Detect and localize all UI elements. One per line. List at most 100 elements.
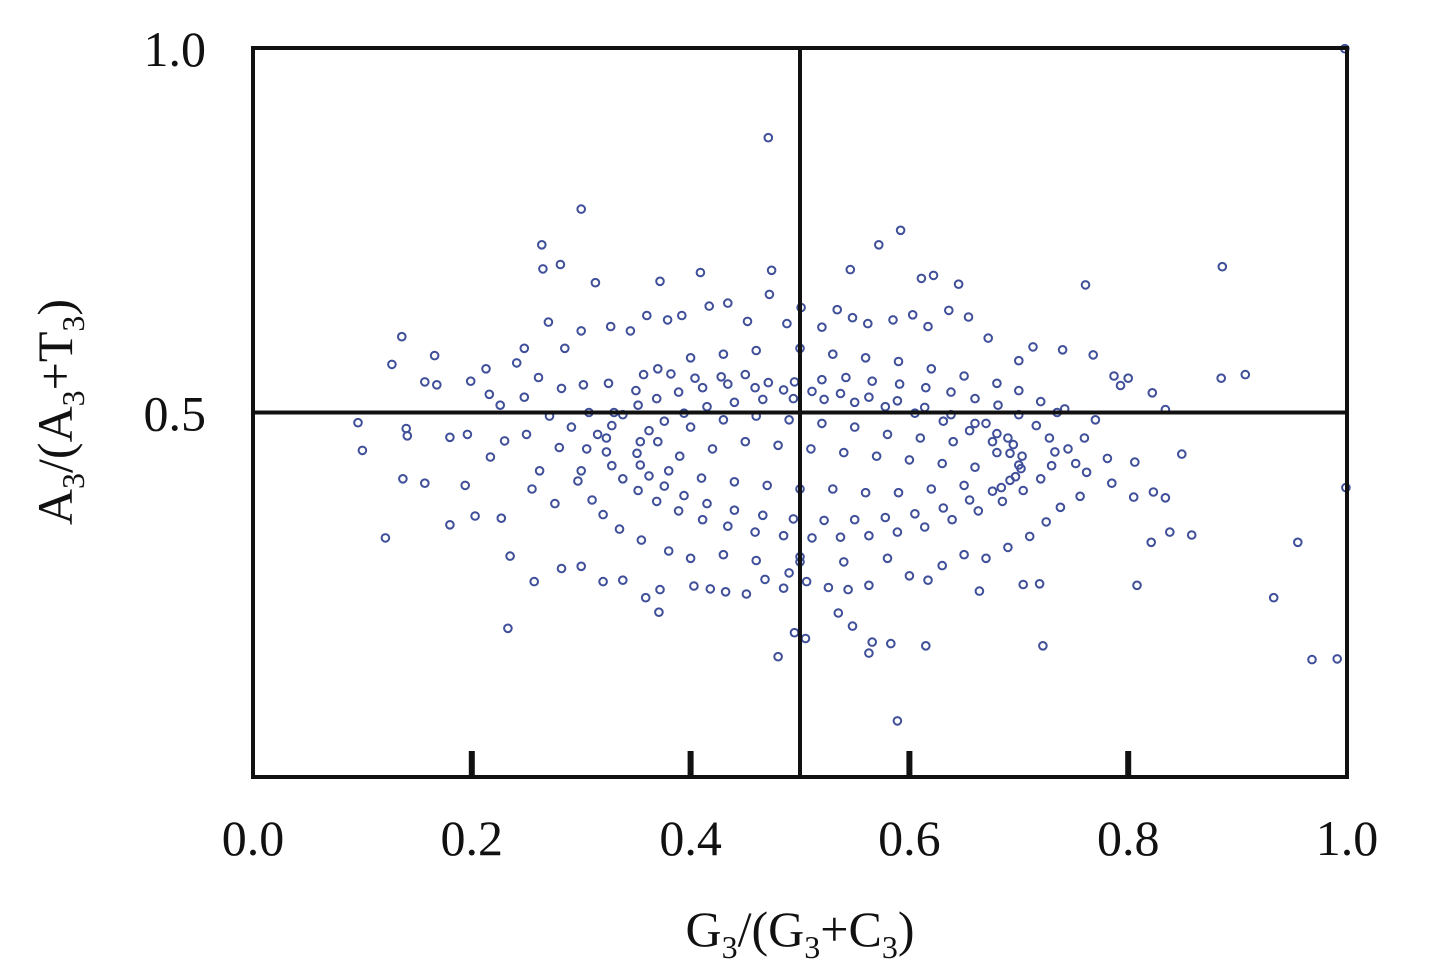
data-point: [598, 576, 608, 587]
data-point: [996, 482, 1007, 493]
data-point: [847, 621, 858, 631]
data-point: [987, 486, 998, 497]
data-point: [590, 277, 601, 288]
data-point: [1090, 415, 1101, 425]
data-point: [970, 418, 980, 429]
data-point: [601, 447, 612, 457]
data-point: [882, 553, 893, 564]
data-point: [919, 402, 930, 413]
data-point: [910, 509, 920, 519]
data-point: [867, 376, 878, 387]
data-point: [677, 310, 687, 321]
data-point: [919, 522, 930, 532]
data-point: [503, 623, 513, 634]
data-point: [470, 511, 480, 521]
data-point: [702, 498, 712, 509]
data-point: [760, 574, 770, 585]
data-point: [863, 318, 873, 329]
data-point: [387, 359, 397, 370]
data-point: [832, 304, 843, 315]
data-point: [666, 369, 676, 379]
data-point: [420, 377, 430, 387]
data-point: [992, 378, 1002, 389]
data-point: [892, 396, 903, 406]
data-point: [357, 445, 368, 456]
data-point: [1031, 420, 1042, 431]
data-point: [833, 608, 844, 618]
data-point: [543, 317, 554, 327]
data-point: [631, 385, 641, 396]
data-point: [635, 436, 646, 447]
data-point: [882, 429, 893, 440]
data-point: [662, 315, 673, 325]
data-point: [556, 563, 567, 574]
data-point: [806, 444, 816, 454]
x-tick-marks: [468, 751, 1132, 777]
data-point: [432, 380, 442, 390]
data-point: [445, 520, 455, 530]
data-point: [429, 350, 440, 361]
data-point: [871, 451, 882, 462]
x-tick-label: 0.8: [1097, 810, 1160, 866]
scatter-points: [353, 43, 1351, 726]
data-point: [1003, 433, 1013, 443]
data-point: [849, 397, 860, 408]
data-point: [864, 392, 874, 403]
data-point: [625, 326, 636, 336]
data-point: [987, 436, 998, 447]
data-point: [764, 289, 775, 300]
data-point: [533, 372, 544, 383]
data-point: [1035, 396, 1046, 407]
data-point: [1268, 592, 1279, 603]
x-tick-label: 0.6: [878, 810, 941, 866]
data-point: [519, 343, 530, 354]
data-point: [892, 527, 903, 537]
data-point: [636, 535, 647, 545]
data-point: [921, 641, 931, 651]
data-point: [1063, 444, 1073, 454]
y-axis-title: A3/(A3+T3): [27, 299, 91, 525]
data-point: [697, 514, 708, 525]
data-point: [907, 310, 918, 320]
data-point: [970, 393, 980, 404]
data-point: [904, 571, 915, 581]
data-point: [1014, 355, 1024, 366]
data-point: [556, 383, 567, 394]
data-point: [718, 549, 729, 560]
data-point: [555, 259, 566, 270]
data-point: [566, 422, 577, 432]
data-point: [685, 422, 696, 432]
data-point: [1160, 493, 1171, 503]
data-point: [964, 495, 975, 505]
data-point: [704, 301, 715, 311]
data-point: [992, 428, 1002, 439]
data-point: [864, 648, 874, 658]
data-point: [892, 716, 903, 726]
data-point: [519, 392, 530, 403]
data-point: [947, 514, 957, 525]
data-point: [860, 353, 871, 363]
data-point: [807, 533, 817, 543]
data-point: [445, 432, 455, 443]
data-point: [763, 132, 774, 143]
data-point: [1003, 542, 1013, 553]
data-point: [689, 581, 699, 591]
data-point: [784, 568, 794, 578]
data-point: [538, 264, 548, 274]
data-point: [1307, 654, 1317, 665]
data-point: [773, 440, 783, 451]
data-point: [465, 376, 476, 387]
data-point: [707, 444, 718, 454]
data-point: [997, 496, 1008, 507]
data-point: [860, 487, 871, 498]
data-point: [926, 364, 937, 374]
data-point: [886, 638, 896, 649]
data-point: [420, 478, 430, 489]
data-point: [729, 397, 740, 408]
data-point: [554, 442, 565, 453]
x-axis-title: G3/(G3+C3): [686, 901, 915, 965]
data-point: [729, 477, 740, 487]
data-point: [880, 512, 891, 523]
data-point: [397, 331, 407, 342]
